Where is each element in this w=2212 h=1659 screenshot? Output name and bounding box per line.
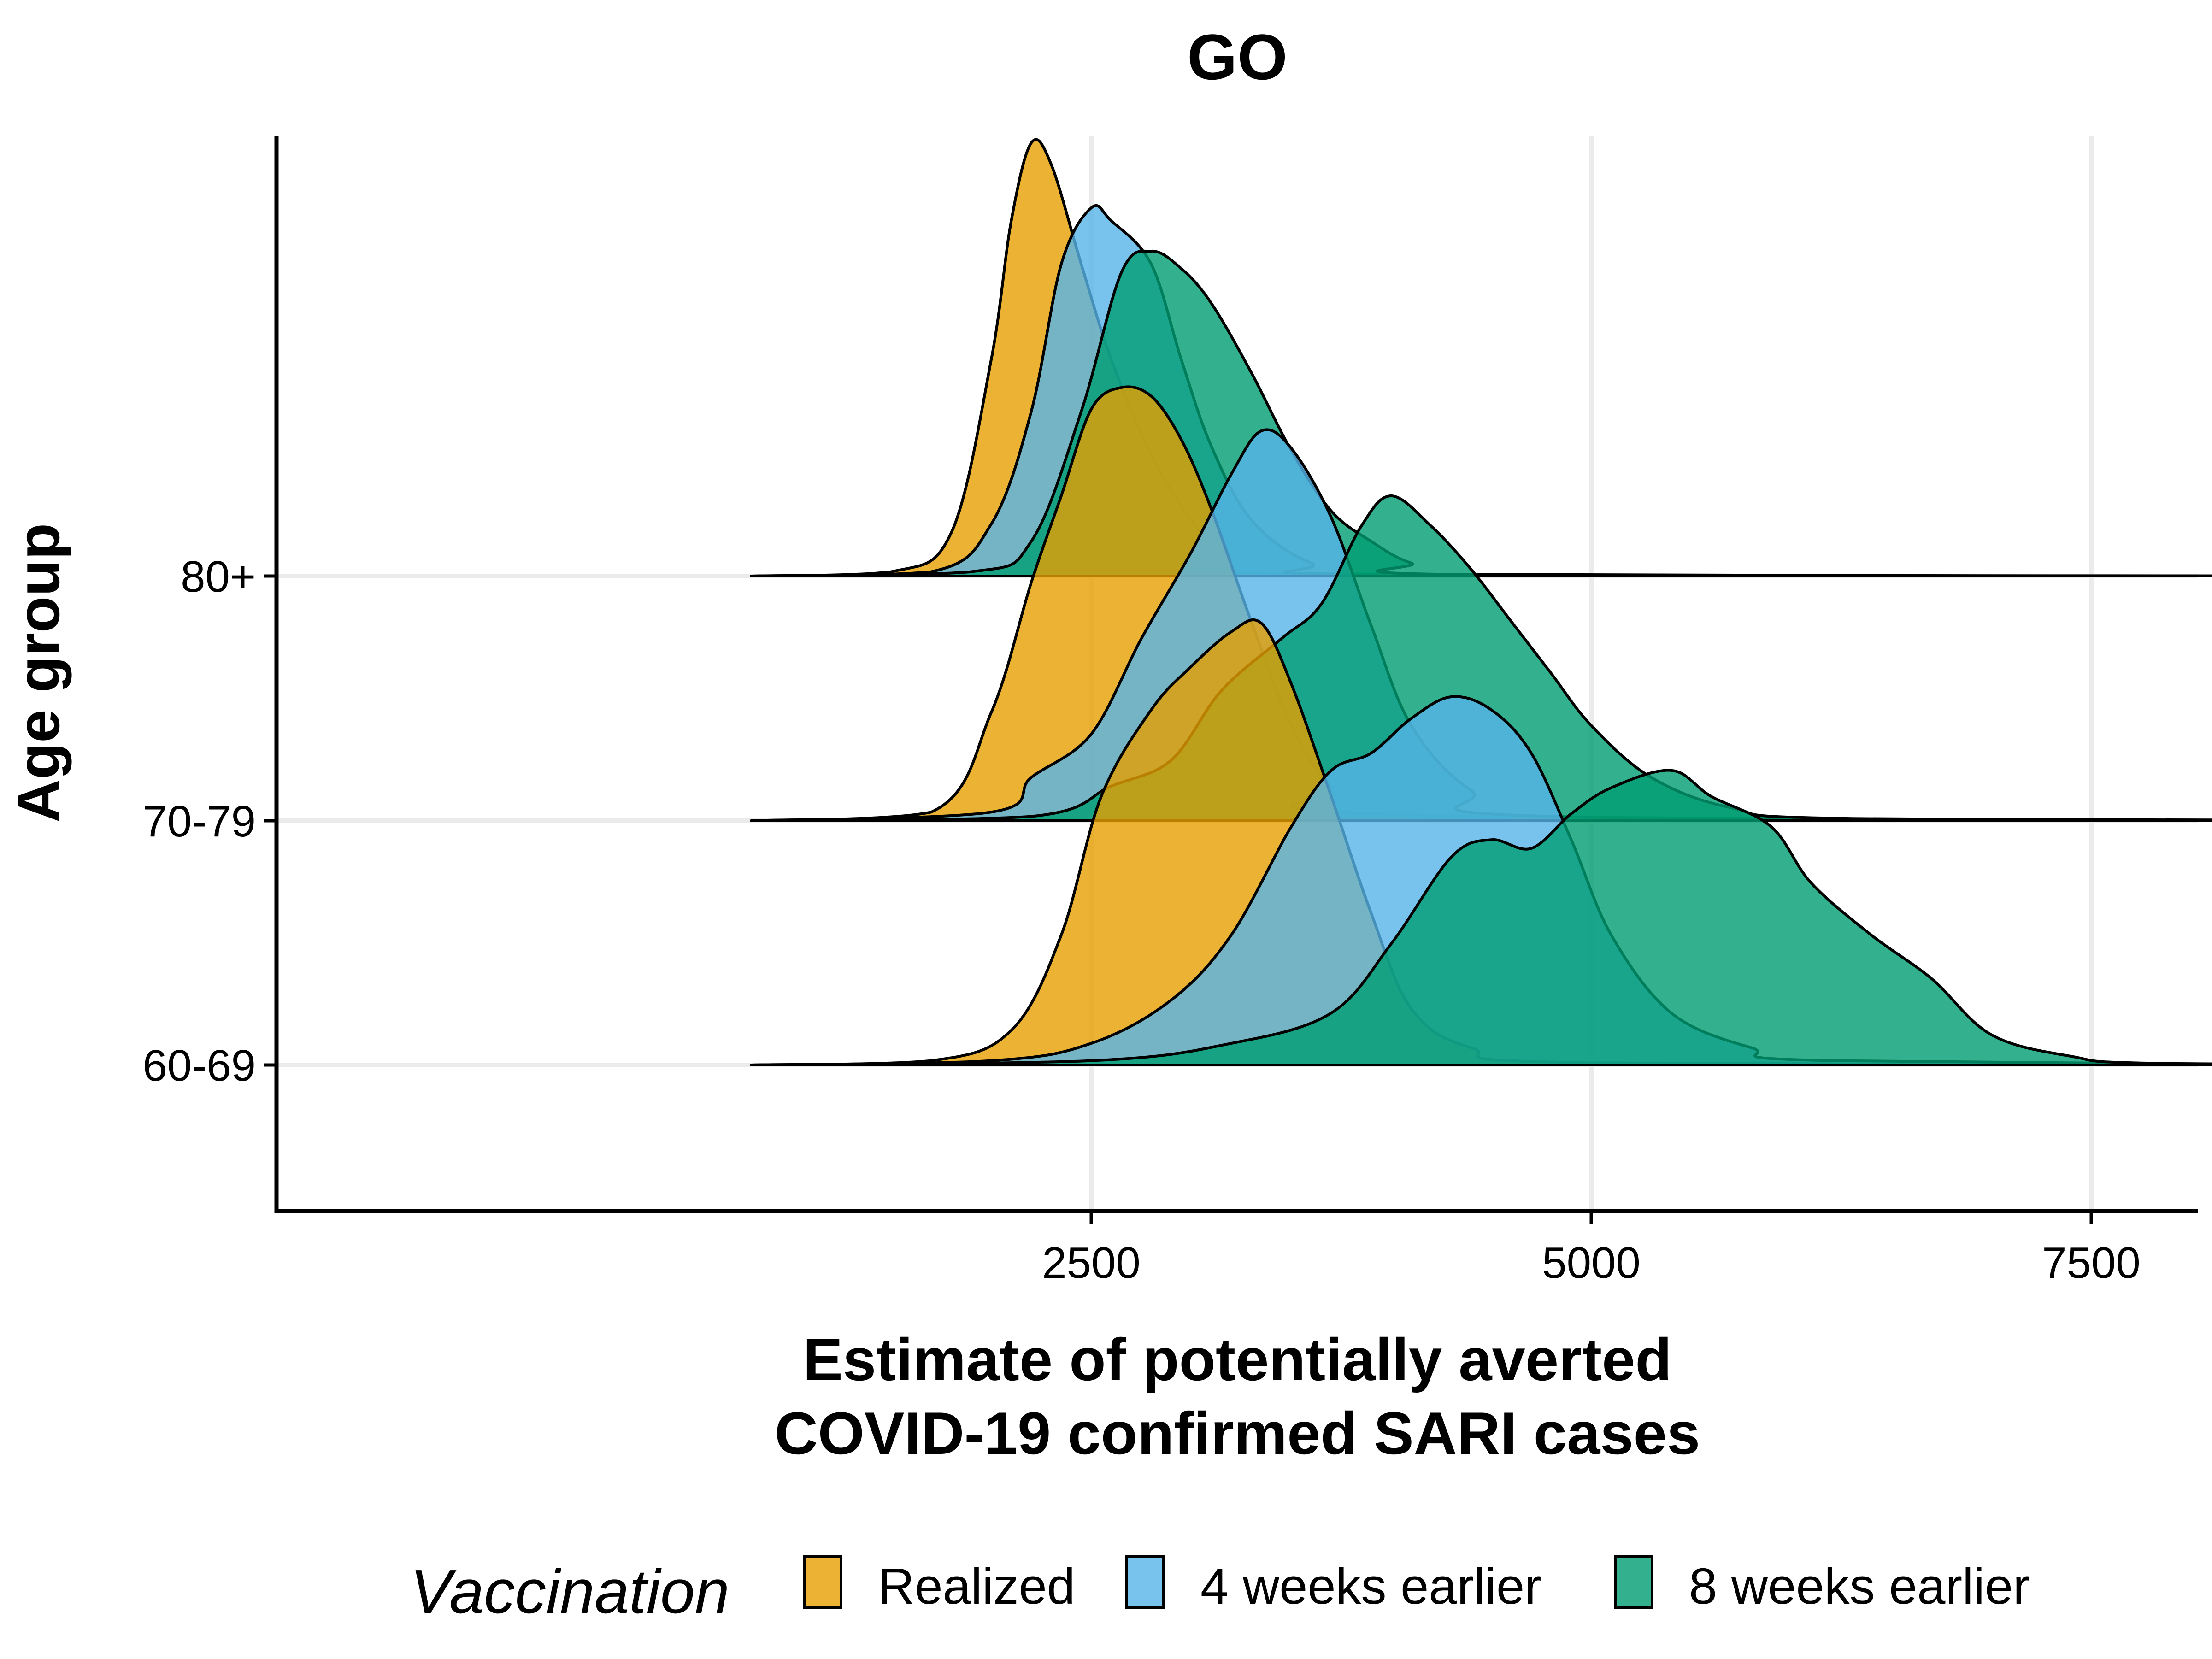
legend-swatch-8-weeks — [1614, 1555, 1653, 1609]
legend-title: Vaccination — [410, 1557, 729, 1626]
legend-label-8-weeks: 8 weeks earlier — [1689, 1558, 2030, 1615]
y-axis-title: Age group — [5, 523, 72, 823]
legend-label-4-weeks: 4 weeks earlier — [1200, 1558, 1541, 1615]
ridge-80 — [750, 138, 2212, 577]
axis-ticks: 2500 5000 7500 80+ 70-79 60-69 — [142, 552, 2140, 1288]
x-axis-title-line-2: COVID-19 confirmed SARI cases — [775, 1400, 1700, 1467]
legend-swatch-4-weeks — [1125, 1555, 1165, 1609]
x-axis-title-line-1: Estimate of potentially averted — [803, 1326, 1672, 1393]
legend-label-realized: Realized — [878, 1558, 1075, 1615]
x-tick-label: 7500 — [2042, 1238, 2141, 1288]
density-80-realized — [750, 138, 2212, 577]
x-tick-label: 2500 — [1042, 1238, 1141, 1288]
legend-swatch-realized — [803, 1555, 842, 1609]
y-tick-label: 80+ — [181, 552, 256, 601]
legend: Vaccination Realized 4 weeks earlier 8 w… — [410, 1555, 2030, 1626]
ridge-60-69 — [750, 618, 2212, 1066]
density-ridges — [750, 138, 2212, 1066]
y-tick-label: 60-69 — [142, 1041, 256, 1090]
x-tick-label: 5000 — [1542, 1238, 1641, 1288]
y-tick-label: 70-79 — [142, 797, 256, 846]
chart-title: GO — [1187, 21, 1288, 93]
axes — [274, 136, 2198, 1213]
density-60-69-8-weeks-earlier — [750, 769, 2212, 1066]
